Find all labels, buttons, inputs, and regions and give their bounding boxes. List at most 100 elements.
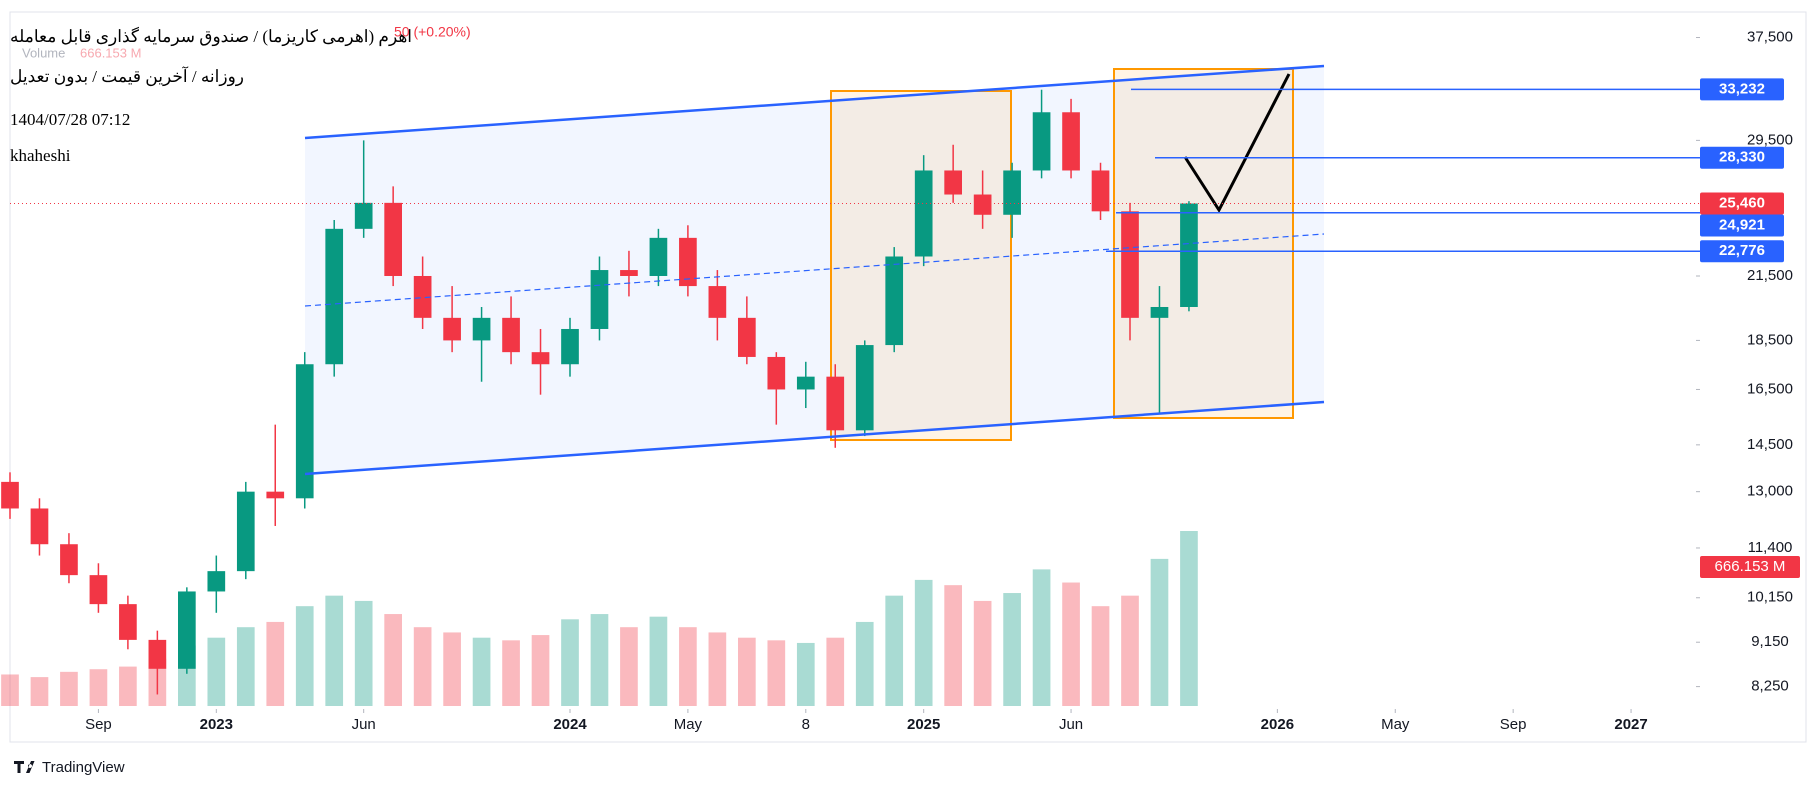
candle-body xyxy=(826,376,845,431)
overlay xyxy=(304,64,1325,476)
volume-bar xyxy=(649,616,668,706)
price-change: 50 (+0.20%) xyxy=(394,24,471,40)
candle-body xyxy=(1180,203,1198,307)
candle-body xyxy=(1032,112,1051,171)
volume-bar xyxy=(325,595,344,706)
volume-bar xyxy=(1003,593,1021,706)
candle-body xyxy=(295,364,314,499)
volume-label-box xyxy=(1700,556,1800,578)
volume-bar xyxy=(295,606,314,706)
candle-body xyxy=(767,356,786,390)
price-label: 33,232 xyxy=(1719,80,1765,97)
volume-bar xyxy=(590,614,609,706)
candle-body xyxy=(738,317,756,357)
candle-body xyxy=(89,575,108,605)
candle-body xyxy=(708,286,727,318)
candle-body xyxy=(413,275,432,318)
volume-bar xyxy=(1150,558,1169,706)
volume-bar xyxy=(620,627,638,706)
volume-bar xyxy=(1121,595,1139,706)
volume-bar xyxy=(826,637,845,706)
volume-bar xyxy=(472,637,491,706)
candle-body xyxy=(384,202,402,276)
y-tick-label: 21,500 xyxy=(1747,267,1793,284)
price-label-box xyxy=(1700,146,1784,169)
candle-body xyxy=(148,639,167,669)
price-label-box xyxy=(1700,214,1784,237)
candle-body xyxy=(354,202,373,229)
x-tick-label: May xyxy=(1381,716,1410,733)
candle-body xyxy=(1,481,19,509)
x-tick-label: Jun xyxy=(352,716,376,733)
volume-bar xyxy=(384,614,402,706)
candle-body xyxy=(973,194,992,215)
candle-body xyxy=(119,604,137,640)
volume-bar xyxy=(236,627,255,706)
candle-body xyxy=(207,571,226,592)
brand-logo xyxy=(14,761,35,773)
y-tick-label: 13,000 xyxy=(1747,483,1793,500)
volume-bar xyxy=(796,642,815,706)
candle-body xyxy=(649,237,668,276)
y-tick-label: 14,500 xyxy=(1747,436,1793,453)
x-tick-label: Sep xyxy=(85,716,112,733)
candle-body xyxy=(1121,211,1139,318)
x-tick-label: 2027 xyxy=(1614,716,1647,733)
volume-bar xyxy=(60,671,78,706)
candle-body xyxy=(796,376,815,390)
volume-title: Volume xyxy=(22,45,65,60)
candle-body xyxy=(1062,112,1080,171)
volume-bar xyxy=(1091,606,1110,706)
candle-body xyxy=(178,591,196,669)
volume-bar xyxy=(855,621,874,706)
y-tick-label: 11,400 xyxy=(1748,539,1793,556)
y-tick-label: 8,250 xyxy=(1751,678,1789,695)
volume-bar xyxy=(266,621,285,706)
volume-pane xyxy=(1,531,1198,706)
volume-bar xyxy=(30,677,49,706)
candle-body xyxy=(679,237,697,287)
channel-mid xyxy=(304,233,1325,307)
price-label: 22,776 xyxy=(1719,242,1765,259)
x-tick-label: Sep xyxy=(1500,716,1527,733)
volume-bar xyxy=(1,674,19,706)
chart-subtitle: روزانه / آخرین قیمت / بدون تعدیل xyxy=(10,65,244,87)
price-label: 28,330 xyxy=(1719,149,1765,166)
price-label-box xyxy=(1700,192,1784,215)
volume-bar xyxy=(944,585,962,706)
x-tick-label: 8 xyxy=(802,716,810,733)
volume-bar xyxy=(561,619,579,706)
candle-body xyxy=(1150,306,1169,318)
volume-bar xyxy=(502,640,520,706)
candle-body xyxy=(855,345,874,431)
volume-bar xyxy=(119,666,137,706)
candle-body xyxy=(944,170,962,195)
channel-upper xyxy=(304,64,1325,140)
volume-label: 666.153 M xyxy=(1715,558,1786,575)
timestamp: 1404/07/28 07:12 xyxy=(10,110,130,129)
volume-bar xyxy=(89,669,108,706)
x-tick-label: May xyxy=(674,716,703,733)
x-tick-label: Jun xyxy=(1059,716,1083,733)
candle-body xyxy=(30,508,49,545)
candle-body xyxy=(1003,170,1021,215)
volume-bar xyxy=(1032,569,1051,706)
candle-body xyxy=(472,317,491,341)
y-tick-label: 29,500 xyxy=(1747,131,1793,148)
price-label: 25,460 xyxy=(1719,194,1765,211)
x-tick-label: 2023 xyxy=(200,716,233,733)
volume-bar xyxy=(914,579,933,706)
volume-bar xyxy=(1062,582,1080,706)
y-tick-label: 16,500 xyxy=(1747,380,1793,397)
price-label-box xyxy=(1700,240,1784,263)
candle-body xyxy=(885,256,904,346)
volume-bar xyxy=(738,637,756,706)
volume-bar xyxy=(443,632,461,706)
volume-bar xyxy=(1180,531,1198,706)
candle-body xyxy=(60,544,78,576)
candle-body xyxy=(914,170,933,257)
brand: TradingView xyxy=(42,759,125,776)
candle-body xyxy=(266,491,285,499)
candles xyxy=(1,89,1198,695)
